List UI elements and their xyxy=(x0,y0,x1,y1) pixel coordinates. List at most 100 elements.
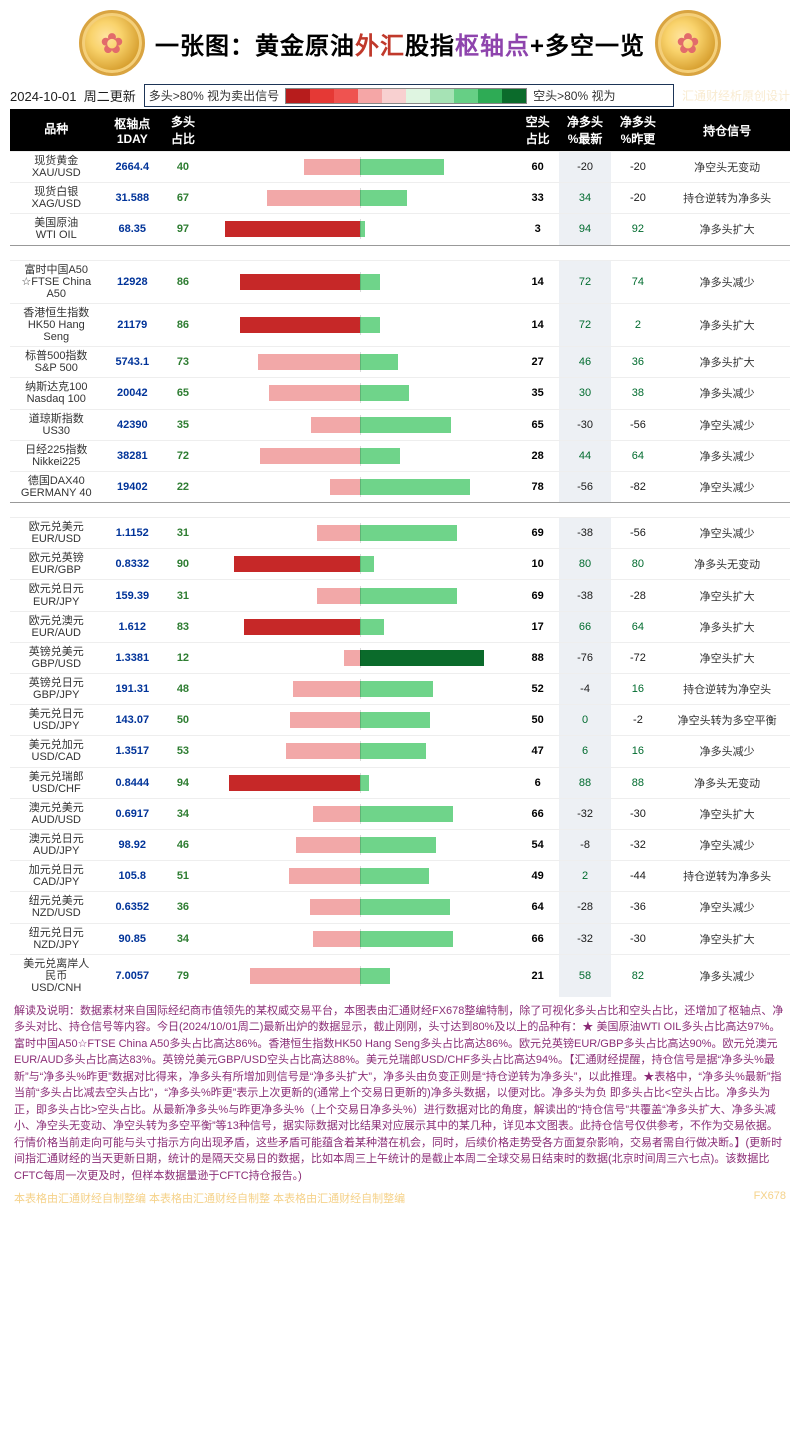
table-row: 纳斯达克100 Nasdaq 1002004265353038净多头减少 xyxy=(10,378,790,409)
cell-signal: 净多头扩大 xyxy=(664,611,790,642)
th-net-now: 净多头 %最新 xyxy=(559,109,612,152)
cell-pivot: 0.8444 xyxy=(103,767,162,798)
table-row: 欧元兑澳元 EUR/AUD1.61283176664净多头扩大 xyxy=(10,611,790,642)
cell-short: 10 xyxy=(517,549,559,580)
cell-net-prev: 36 xyxy=(611,347,664,378)
cell-name: 标普500指数 S&P 500 xyxy=(10,347,103,378)
cell-net-now: 44 xyxy=(559,440,612,471)
cell-net-prev: 64 xyxy=(611,611,664,642)
cell-net-now: -28 xyxy=(559,892,612,923)
cell-net-prev: 16 xyxy=(611,736,664,767)
cell-signal: 净多头减少 xyxy=(664,378,790,409)
table-row: 现货黄金 XAU/USD2664.44060-20-20净空头无变动 xyxy=(10,152,790,183)
cell-net-now: 94 xyxy=(559,214,612,245)
cell-net-now: 72 xyxy=(559,303,612,346)
cell-pivot: 1.612 xyxy=(103,611,162,642)
title-seg5: 枢轴点 xyxy=(455,33,530,60)
cell-name: 澳元兑日元 AUD/JPY xyxy=(10,829,103,860)
cell-pivot: 2664.4 xyxy=(103,152,162,183)
cell-short: 28 xyxy=(517,440,559,471)
cell-net-now: 30 xyxy=(559,378,612,409)
th-name: 品种 xyxy=(10,109,103,152)
cell-name: 美元兑日元 USD/JPY xyxy=(10,705,103,736)
th-long: 多头 占比 xyxy=(162,109,204,152)
cell-short: 69 xyxy=(517,580,559,611)
cell-pivot: 31.588 xyxy=(103,183,162,214)
cell-long: 12 xyxy=(162,642,204,673)
cell-name: 英镑兑美元 GBP/USD xyxy=(10,642,103,673)
table-row: 澳元兑日元 AUD/JPY98.924654-8-32净空头减少 xyxy=(10,829,790,860)
cell-net-prev: 82 xyxy=(611,954,664,997)
data-table: 品种 枢轴点 1DAY 多头 占比 空头 占比 净多头 %最新 净多头 %昨更 … xyxy=(10,109,790,997)
day-value: 周二更新 xyxy=(84,89,136,104)
cell-net-now: -32 xyxy=(559,923,612,954)
cell-short: 64 xyxy=(517,892,559,923)
table-row: 纽元兑美元 NZD/USD0.63523664-28-36净空头减少 xyxy=(10,892,790,923)
cell-bar xyxy=(204,152,517,183)
table-row: 富时中国A50 ☆FTSE China A501292886147274净多头减… xyxy=(10,260,790,303)
cell-bar xyxy=(204,642,517,673)
cell-net-prev: 16 xyxy=(611,674,664,705)
cell-bar xyxy=(204,829,517,860)
cell-signal: 净空头减少 xyxy=(664,471,790,502)
table-row: 现货白银 XAG/USD31.588673334-20持仓逆转为净多头 xyxy=(10,183,790,214)
cell-short: 49 xyxy=(517,861,559,892)
cell-signal: 持仓逆转为净空头 xyxy=(664,674,790,705)
cell-pivot: 20042 xyxy=(103,378,162,409)
cell-net-now: -38 xyxy=(559,518,612,549)
cell-net-prev: -20 xyxy=(611,152,664,183)
cell-signal: 净多头减少 xyxy=(664,954,790,997)
cell-net-now: 72 xyxy=(559,260,612,303)
cell-short: 50 xyxy=(517,705,559,736)
cell-net-now: 66 xyxy=(559,611,612,642)
cell-pivot: 19402 xyxy=(103,471,162,502)
table-row: 日经225指数 Nikkei2253828172284464净多头减少 xyxy=(10,440,790,471)
cell-short: 66 xyxy=(517,923,559,954)
cell-name: 富时中国A50 ☆FTSE China A50 xyxy=(10,260,103,303)
cell-bar xyxy=(204,954,517,997)
cell-name: 欧元兑澳元 EUR/AUD xyxy=(10,611,103,642)
table-row: 欧元兑英镑 EUR/GBP0.833290108080净多头无变动 xyxy=(10,549,790,580)
cell-bar xyxy=(204,674,517,705)
cell-net-prev: -2 xyxy=(611,705,664,736)
th-bar xyxy=(204,109,517,152)
cell-signal: 净多头减少 xyxy=(664,736,790,767)
cell-net-now: -8 xyxy=(559,829,612,860)
table-row: 英镑兑美元 GBP/USD1.33811288-76-72净空头扩大 xyxy=(10,642,790,673)
cell-net-prev: -30 xyxy=(611,923,664,954)
cell-long: 22 xyxy=(162,471,204,502)
cell-short: 33 xyxy=(517,183,559,214)
cell-long: 86 xyxy=(162,260,204,303)
table-row: 欧元兑日元 EUR/JPY159.393169-38-28净空头扩大 xyxy=(10,580,790,611)
cell-bar xyxy=(204,518,517,549)
cell-long: 36 xyxy=(162,892,204,923)
cell-name: 美元兑离岸人 民币 USD/CNH xyxy=(10,954,103,997)
sub-bar: 2024-10-01 周二更新 多头>80% 视为卖出信号 空头>80% 视为 … xyxy=(10,84,790,107)
table-row: 英镑兑日元 GBP/JPY191.314852-416持仓逆转为净空头 xyxy=(10,674,790,705)
cell-net-now: 88 xyxy=(559,767,612,798)
cell-pivot: 42390 xyxy=(103,409,162,440)
emblem-right-icon xyxy=(655,10,721,76)
cell-pivot: 105.8 xyxy=(103,861,162,892)
cell-bar xyxy=(204,260,517,303)
table-row: 美元兑瑞郎 USD/CHF0.84449468888净多头无变动 xyxy=(10,767,790,798)
cell-signal: 净空头减少 xyxy=(664,892,790,923)
cell-net-prev: -28 xyxy=(611,580,664,611)
th-net-prev: 净多头 %昨更 xyxy=(611,109,664,152)
commentary: 解读及说明：数据素材来自国际经纪商市值领先的某权威交易平台，本图表由汇通财经FX… xyxy=(10,997,790,1189)
cell-signal: 净空头减少 xyxy=(664,518,790,549)
cell-signal: 净多头减少 xyxy=(664,260,790,303)
table-row: 美元兑加元 USD/CAD1.35175347616净多头减少 xyxy=(10,736,790,767)
cell-net-now: 80 xyxy=(559,549,612,580)
cell-name: 纽元兑美元 NZD/USD xyxy=(10,892,103,923)
cell-short: 14 xyxy=(517,260,559,303)
cell-signal: 净多头无变动 xyxy=(664,767,790,798)
cell-pivot: 159.39 xyxy=(103,580,162,611)
cell-name: 现货黄金 XAU/USD xyxy=(10,152,103,183)
cell-long: 97 xyxy=(162,214,204,245)
cell-bar xyxy=(204,611,517,642)
cell-pivot: 98.92 xyxy=(103,829,162,860)
table-row: 纽元兑日元 NZD/JPY90.853466-32-30净空头扩大 xyxy=(10,923,790,954)
cell-pivot: 0.6352 xyxy=(103,892,162,923)
cell-short: 14 xyxy=(517,303,559,346)
